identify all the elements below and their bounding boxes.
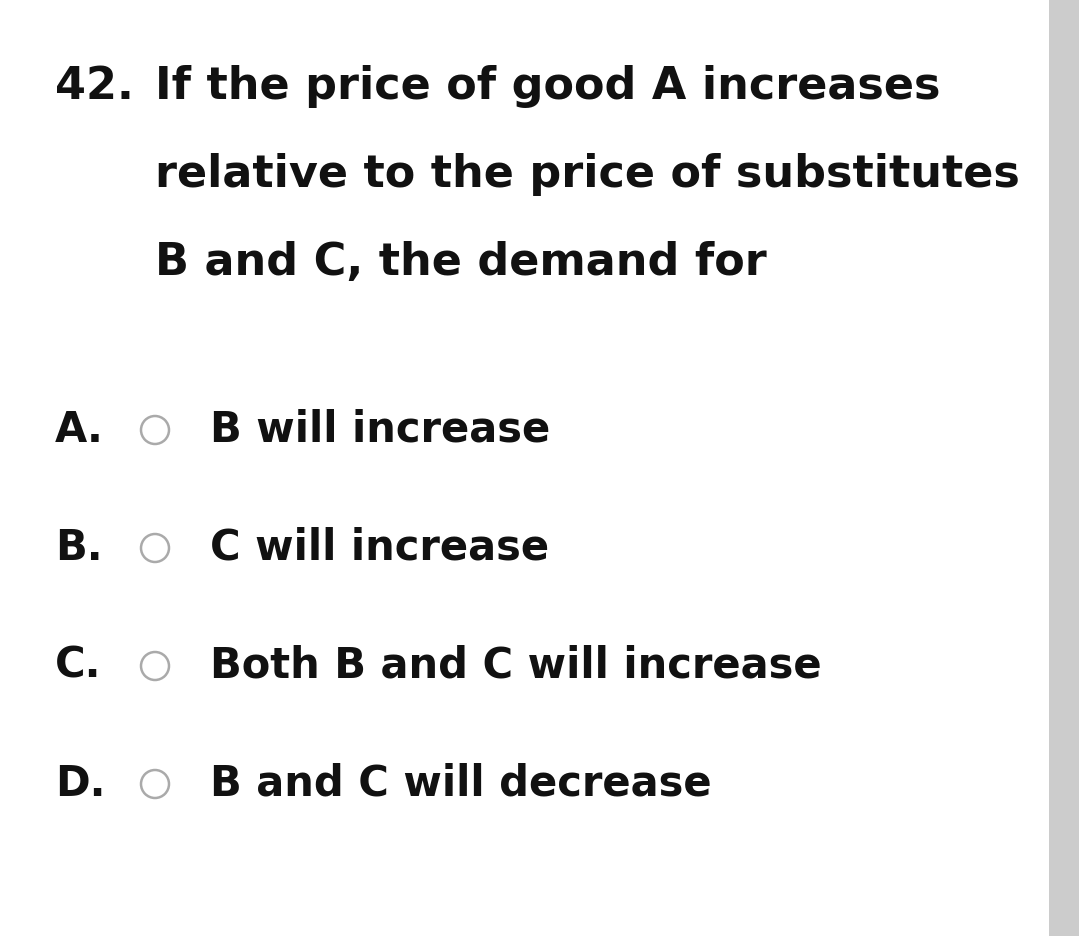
Text: C.: C. xyxy=(55,645,101,687)
Text: C will increase: C will increase xyxy=(210,527,549,569)
Text: B and C, the demand for: B and C, the demand for xyxy=(155,241,767,284)
Bar xyxy=(1049,0,1079,936)
Text: B and C will decrease: B and C will decrease xyxy=(210,763,712,805)
Text: B will increase: B will increase xyxy=(210,409,550,451)
Text: Both B and C will increase: Both B and C will increase xyxy=(210,645,821,687)
Text: D.: D. xyxy=(55,763,106,805)
Text: A.: A. xyxy=(55,409,104,451)
Text: 42.: 42. xyxy=(55,65,134,108)
Text: relative to the price of substitutes: relative to the price of substitutes xyxy=(155,153,1020,196)
Text: If the price of good A increases: If the price of good A increases xyxy=(155,65,941,108)
Text: B.: B. xyxy=(55,527,103,569)
